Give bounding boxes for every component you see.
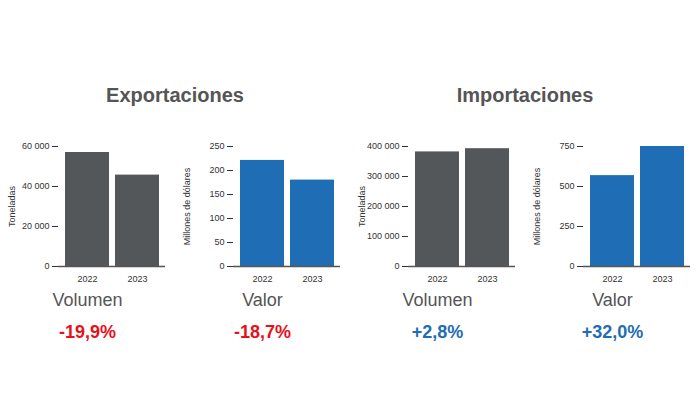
html-text:Volumen: Volumen	[402, 290, 473, 310]
svg-text:2022: 2022	[602, 274, 622, 284]
svg-text:400 000: 400 000	[367, 141, 400, 151]
svg-text:2023: 2023	[127, 274, 147, 284]
svg-text:0: 0	[219, 261, 224, 271]
svg-text:2022: 2022	[252, 274, 272, 284]
svg-text:750: 750	[559, 141, 574, 151]
html-text:+32,0%: +32,0%	[581, 322, 644, 342]
svg-text:500: 500	[559, 181, 574, 191]
svg-text:150: 150	[209, 189, 224, 199]
svg-text:250: 250	[209, 141, 224, 151]
html-text:Valor: Valor	[592, 290, 633, 310]
svg-text:Millones de dólares: Millones de dólares	[532, 167, 542, 245]
svg-text:50: 50	[214, 237, 224, 247]
html-text:Importaciones: Importaciones	[456, 84, 594, 106]
svg-text:20 000: 20 000	[22, 221, 50, 231]
svg-text:40 000: 40 000	[22, 181, 50, 191]
svg-text:200 000: 200 000	[367, 201, 400, 211]
html-text:-19,9%: -19,9%	[59, 322, 116, 342]
html-text:Exportaciones: Exportaciones	[106, 84, 244, 106]
html-text:Volumen: Volumen	[52, 290, 123, 310]
svg-text:2023: 2023	[302, 274, 322, 284]
html-text:Valor: Valor	[242, 290, 283, 310]
svg-text:Toneladas: Toneladas	[7, 185, 17, 227]
svg-text:2022: 2022	[427, 274, 447, 284]
svg-text:300 000: 300 000	[367, 171, 400, 181]
html-text:-18,7%: -18,7%	[234, 322, 291, 342]
svg-text:0: 0	[394, 261, 399, 271]
svg-text:0: 0	[569, 261, 574, 271]
svg-text:100 000: 100 000	[367, 231, 400, 241]
svg-text:2023: 2023	[477, 274, 497, 284]
svg-text:100: 100	[209, 213, 224, 223]
svg-text:0: 0	[44, 261, 49, 271]
svg-text:Millones de dólares: Millones de dólares	[182, 167, 192, 245]
svg-text:200: 200	[209, 165, 224, 175]
svg-text:60 000: 60 000	[22, 141, 50, 151]
svg-text:Toneladas: Toneladas	[357, 185, 367, 227]
svg-text:250: 250	[559, 221, 574, 231]
svg-text:2023: 2023	[652, 274, 672, 284]
html-text:+2,8%: +2,8%	[411, 322, 464, 342]
svg-text:2022: 2022	[77, 274, 97, 284]
